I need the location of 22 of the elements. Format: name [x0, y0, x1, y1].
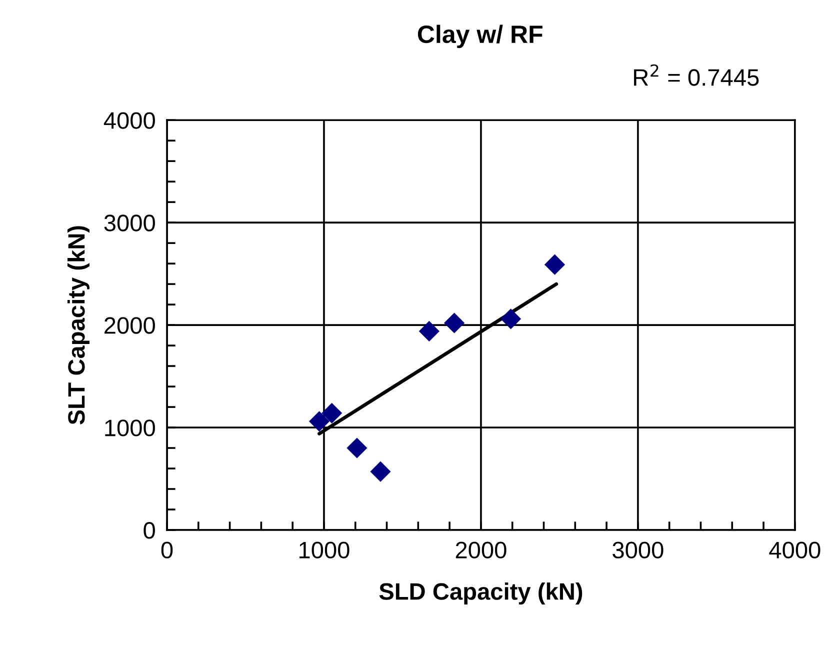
chart-title: Clay w/ RF [418, 24, 542, 48]
y-tick-label: 2000 [104, 317, 155, 334]
x-axis-title: SLD Capacity (kN) [379, 582, 582, 605]
point [500, 308, 522, 330]
y-tick-label: 4000 [104, 112, 155, 129]
point [308, 411, 330, 432]
y-axis-title: SLT Capacity (kN) [67, 226, 90, 425]
point [370, 461, 391, 482]
point [322, 402, 342, 424]
x-tick-label: 1000 [300, 542, 350, 558]
x-tick-label: 3000 [612, 542, 664, 558]
y-tick-label: 3000 [104, 214, 155, 232]
point [346, 438, 368, 458]
y-tick-label: 1000 [105, 420, 155, 436]
text: R$^{2}$ = 0.7445 [634, 64, 759, 86]
point [444, 312, 465, 334]
x-tick-label: 0 [161, 542, 173, 558]
point [418, 320, 440, 342]
point [544, 254, 566, 275]
x-tick-label: 2000 [456, 542, 506, 558]
x-tick-label: 4000 [769, 542, 820, 558]
y-tick-label: 0 [144, 522, 155, 539]
